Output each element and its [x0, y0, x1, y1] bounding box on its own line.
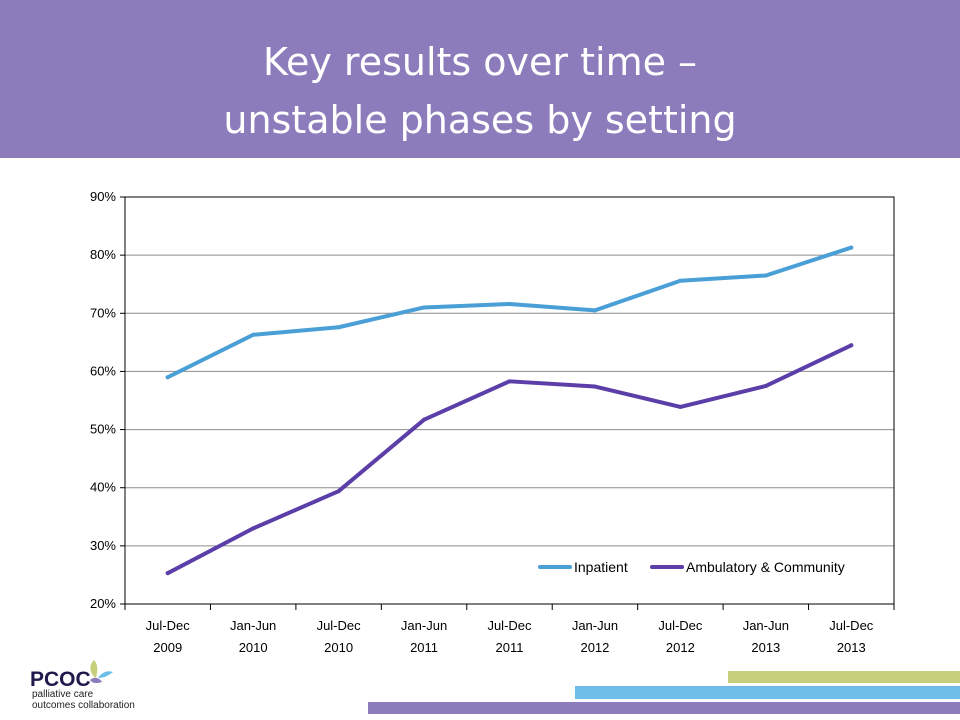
- x-tick-label: 2010: [239, 640, 268, 655]
- y-tick-label: 70%: [90, 305, 116, 320]
- gridlines: [125, 196, 894, 605]
- pcoc-logo-subtitle: palliative care outcomes collaboration: [32, 689, 182, 711]
- data-point: [849, 343, 854, 348]
- logo-subtitle-line-1: palliative care: [32, 689, 94, 700]
- x-tick-label: Jul-Dec: [487, 618, 532, 633]
- y-tick-label: 50%: [90, 422, 116, 437]
- series-lines: [165, 245, 854, 576]
- x-tick-label: Jul-Dec: [658, 618, 703, 633]
- data-point: [678, 404, 683, 409]
- x-tick-label: 2012: [580, 640, 609, 655]
- page-title-line-2: unstable phases by setting: [223, 98, 737, 142]
- x-tick-label: 2010: [324, 640, 353, 655]
- x-tick-label: Jul-Dec: [829, 618, 874, 633]
- series-line-inpatient: [165, 245, 854, 380]
- legend-label: Ambulatory & Community: [686, 559, 845, 575]
- x-tick-label: 2011: [496, 640, 524, 655]
- data-point: [336, 325, 341, 330]
- y-tick-label: 40%: [90, 480, 116, 495]
- x-tick-label: Jul-Dec: [146, 618, 191, 633]
- legend-label: Inpatient: [574, 559, 628, 575]
- y-tick-label: 30%: [90, 538, 116, 553]
- data-point: [763, 273, 768, 278]
- decorative-bar-blue: [575, 686, 960, 699]
- x-tick-label: Jan-Jun: [401, 618, 447, 633]
- y-tick-label: 60%: [90, 363, 116, 378]
- decorative-bar-green: [728, 671, 960, 683]
- data-point: [336, 489, 341, 494]
- logo-subtitle-line-2: outcomes collaboration: [32, 700, 135, 711]
- data-point: [165, 375, 170, 380]
- data-point: [763, 383, 768, 388]
- title-banner: Key results over time – unstable phases …: [0, 0, 960, 158]
- y-tick-label: 90%: [90, 189, 116, 204]
- pcoc-logo-text: PCOC: [30, 668, 91, 691]
- x-tick-label: 2013: [837, 640, 866, 655]
- data-point: [251, 332, 256, 337]
- y-tick-label: 20%: [90, 596, 116, 611]
- x-axis-ticks: Jul-Dec 2009 Jan-Jun 2010 Jul-Dec 2010 Jan-Jun…: [124, 604, 895, 655]
- page-title-line-1: Key results over time –: [262, 40, 698, 84]
- data-point: [849, 245, 854, 250]
- legend: Inpatient Ambulatory & Community: [538, 559, 845, 575]
- data-point: [251, 526, 256, 531]
- data-point: [678, 278, 683, 283]
- y-tick-label: 80%: [90, 247, 116, 262]
- data-point: [165, 571, 170, 576]
- data-point: [592, 308, 597, 313]
- pcoc-logo-icon: [90, 660, 113, 684]
- data-point: [422, 417, 427, 422]
- x-tick-label: 2009: [153, 640, 182, 655]
- x-tick-label: 2013: [751, 640, 780, 655]
- data-point: [592, 384, 597, 389]
- plot-area-border: [124, 196, 895, 605]
- x-tick-label: Jan-Jun: [572, 618, 618, 633]
- x-tick-label: 2012: [666, 640, 695, 655]
- x-tick-label: Jul-Dec: [317, 618, 362, 633]
- data-point: [507, 301, 512, 306]
- data-point: [507, 379, 512, 384]
- x-tick-label: Jan-Jun: [230, 618, 276, 633]
- x-tick-label: 2011: [410, 640, 438, 655]
- data-point: [422, 305, 427, 310]
- x-tick-label: Jan-Jun: [743, 618, 789, 633]
- decorative-bar-purple: [368, 702, 960, 714]
- y-axis-ticks: 20% 30% 40% 50% 60% 70% 80% 90%: [90, 189, 125, 611]
